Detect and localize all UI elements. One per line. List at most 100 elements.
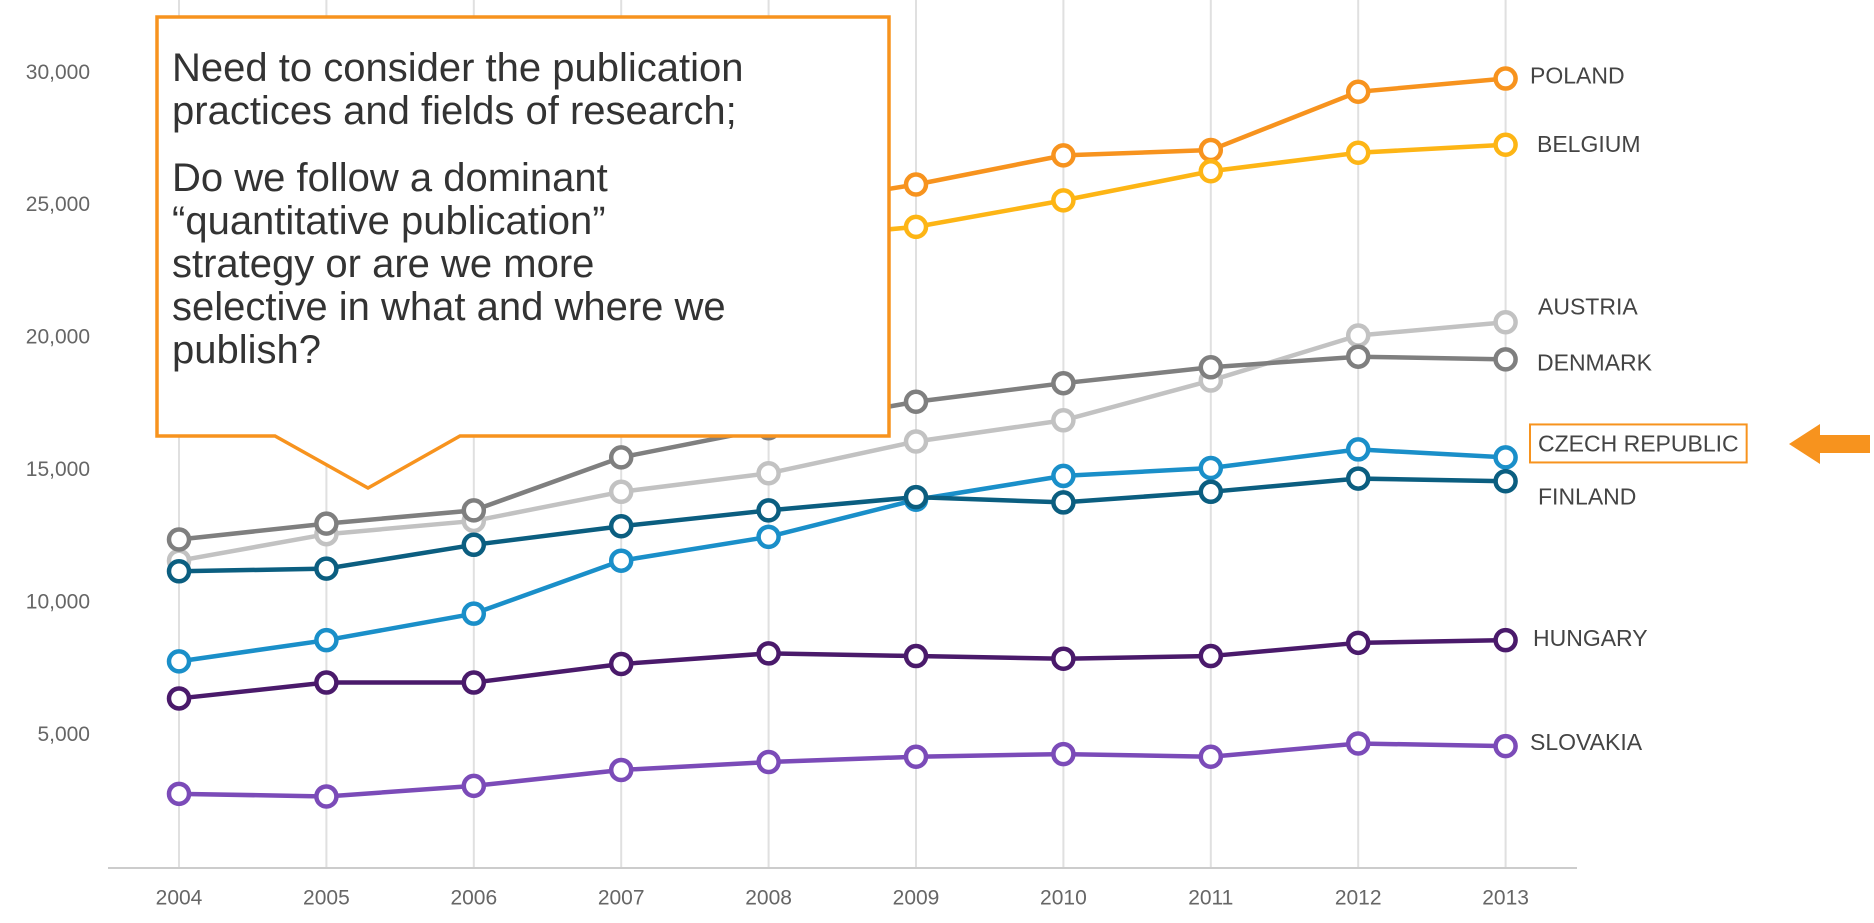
point — [756, 524, 781, 550]
point — [1493, 310, 1518, 335]
x-tick-label: 2004 — [156, 887, 203, 910]
point — [1051, 463, 1076, 489]
point — [166, 781, 192, 807]
point — [314, 556, 339, 581]
series-line — [178, 476, 1506, 574]
point — [314, 627, 339, 653]
point — [1345, 731, 1371, 756]
point — [1493, 733, 1518, 759]
point — [1198, 455, 1224, 481]
point — [1198, 159, 1224, 184]
point — [166, 649, 192, 674]
callout-text: publish? — [172, 328, 321, 372]
x-tick-label: 2007 — [598, 887, 645, 910]
series-label: AUSTRIA — [1538, 293, 1638, 319]
series-line — [178, 741, 1506, 799]
callout-box — [155, 15, 891, 491]
point — [756, 641, 781, 666]
point — [1051, 188, 1076, 213]
y-tick-label: 25,000 — [26, 193, 90, 216]
point — [166, 559, 192, 584]
callout-text: selective in what and where we — [172, 285, 726, 329]
point — [608, 445, 634, 470]
point — [903, 389, 929, 414]
series-label: POLAND — [1530, 63, 1625, 89]
point — [1493, 347, 1518, 372]
point — [1051, 741, 1076, 767]
series-label: FINLAND — [1538, 483, 1636, 509]
series-line — [178, 447, 1506, 664]
callout-text: practices and fields of research; — [172, 89, 737, 133]
series-label: CZECH REPUBLIC — [1538, 430, 1739, 456]
point — [756, 461, 781, 486]
point — [903, 643, 929, 669]
point — [1493, 132, 1518, 158]
x-tick-label: 2005 — [303, 887, 350, 910]
y-tick-label: 10,000 — [26, 591, 90, 614]
point — [1198, 479, 1224, 505]
point — [756, 498, 781, 523]
point — [461, 601, 487, 626]
point — [314, 511, 339, 536]
y-tick-label: 20,000 — [26, 326, 90, 349]
point — [1345, 466, 1371, 491]
point — [1345, 344, 1371, 369]
point — [461, 498, 487, 523]
point — [1051, 143, 1076, 168]
x-tick-label: 2013 — [1482, 887, 1529, 910]
label-highlight — [1529, 423, 1748, 464]
point — [608, 479, 634, 505]
x-tick-label: 2008 — [745, 887, 792, 910]
point — [756, 749, 781, 775]
y-tick-label: 30,000 — [26, 61, 90, 84]
pointer-arrow — [1789, 424, 1870, 464]
series-label: BELGIUM — [1537, 131, 1641, 157]
point — [1493, 468, 1518, 494]
point — [1051, 646, 1076, 671]
point — [903, 214, 929, 240]
point — [903, 744, 929, 769]
series-label: SLOVAKIA — [1530, 729, 1643, 755]
point — [903, 172, 929, 197]
y-tick-label: 15,000 — [26, 458, 90, 481]
point — [461, 532, 487, 558]
callout-text: strategy or are we more — [172, 242, 594, 286]
point — [903, 484, 929, 510]
point — [1493, 445, 1518, 470]
point — [608, 513, 634, 539]
point — [1345, 79, 1371, 105]
point — [608, 548, 634, 573]
point — [314, 670, 339, 695]
point — [1198, 643, 1224, 669]
x-tick-label: 2012 — [1335, 887, 1382, 910]
x-tick-label: 2006 — [450, 887, 497, 910]
point — [1345, 323, 1371, 348]
x-tick-label: 2009 — [893, 887, 940, 910]
point — [1345, 437, 1371, 462]
point — [1198, 137, 1224, 163]
point — [314, 784, 339, 809]
callout-text: Do we follow a dominant — [172, 156, 608, 200]
point — [1493, 627, 1518, 653]
point — [608, 651, 634, 677]
point — [166, 527, 192, 552]
series-label: HUNGARY — [1533, 625, 1648, 651]
x-tick-label: 2010 — [1040, 887, 1087, 910]
point — [1345, 630, 1371, 656]
point — [461, 773, 487, 799]
point — [1051, 408, 1076, 433]
point — [1198, 744, 1224, 769]
point — [1051, 370, 1076, 396]
callout-text: “quantitative publication” — [172, 199, 606, 243]
point — [1051, 490, 1076, 515]
point — [1198, 355, 1224, 380]
point — [1345, 140, 1371, 165]
y-tick-label: 5,000 — [37, 723, 90, 746]
x-tick-label: 2011 — [1188, 887, 1233, 910]
point — [903, 429, 929, 454]
point — [1493, 66, 1518, 91]
point — [461, 670, 487, 695]
series-line — [178, 320, 1506, 563]
point — [166, 686, 192, 711]
